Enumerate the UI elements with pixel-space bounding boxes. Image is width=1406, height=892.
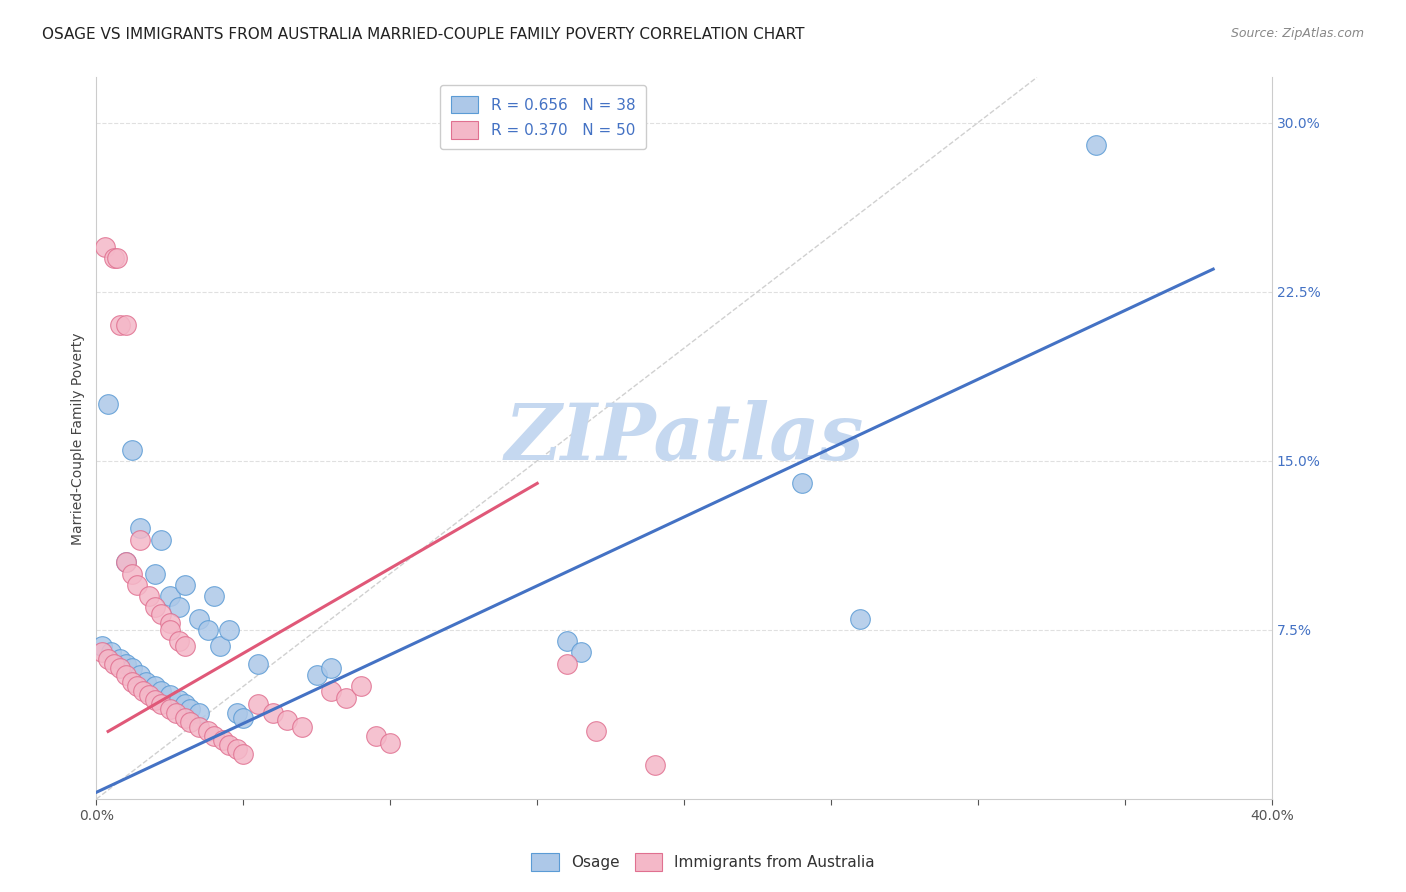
Point bbox=[179, 715, 201, 730]
Point bbox=[138, 589, 160, 603]
Point bbox=[380, 736, 402, 750]
Point bbox=[321, 661, 343, 675]
Point bbox=[364, 729, 387, 743]
Point bbox=[108, 661, 131, 675]
Point bbox=[121, 661, 143, 675]
Point bbox=[291, 720, 314, 734]
Point bbox=[321, 683, 343, 698]
Point bbox=[218, 623, 240, 637]
Point bbox=[91, 639, 114, 653]
Point bbox=[114, 555, 136, 569]
Point bbox=[1084, 138, 1107, 153]
Point bbox=[114, 668, 136, 682]
Point bbox=[121, 442, 143, 457]
Point bbox=[188, 612, 211, 626]
Point bbox=[167, 600, 190, 615]
Point bbox=[143, 600, 166, 615]
Point bbox=[167, 693, 190, 707]
Point bbox=[202, 729, 225, 743]
Point bbox=[790, 476, 813, 491]
Point bbox=[132, 683, 155, 698]
Point bbox=[208, 639, 231, 653]
Point bbox=[173, 639, 195, 653]
Point bbox=[150, 683, 173, 698]
Point bbox=[114, 318, 136, 333]
Point bbox=[159, 623, 181, 637]
Point bbox=[121, 674, 143, 689]
Point bbox=[173, 711, 195, 725]
Point bbox=[211, 733, 233, 747]
Point bbox=[105, 251, 128, 265]
Point bbox=[127, 578, 149, 592]
Point bbox=[100, 645, 122, 659]
Point bbox=[197, 724, 219, 739]
Point bbox=[94, 239, 117, 253]
Point bbox=[108, 318, 131, 333]
Point bbox=[197, 623, 219, 637]
Point bbox=[246, 698, 269, 712]
Point bbox=[108, 652, 131, 666]
Y-axis label: Married-Couple Family Poverty: Married-Couple Family Poverty bbox=[72, 332, 86, 544]
Point bbox=[91, 645, 114, 659]
Point bbox=[644, 758, 666, 772]
Point bbox=[555, 657, 578, 671]
Point bbox=[159, 702, 181, 716]
Point bbox=[173, 698, 195, 712]
Point bbox=[173, 578, 195, 592]
Point bbox=[232, 747, 254, 761]
Point bbox=[232, 711, 254, 725]
Point bbox=[121, 566, 143, 581]
Legend: R = 0.656   N = 38, R = 0.370   N = 50: R = 0.656 N = 38, R = 0.370 N = 50 bbox=[440, 85, 645, 149]
Point bbox=[159, 689, 181, 703]
Point bbox=[138, 689, 160, 703]
Point bbox=[305, 668, 328, 682]
Point bbox=[150, 533, 173, 547]
Point bbox=[143, 679, 166, 693]
Point bbox=[226, 742, 249, 756]
Point bbox=[226, 706, 249, 721]
Point bbox=[262, 706, 284, 721]
Text: ZIPatlas: ZIPatlas bbox=[505, 400, 863, 476]
Point bbox=[129, 533, 152, 547]
Point bbox=[150, 607, 173, 622]
Point bbox=[143, 693, 166, 707]
Point bbox=[849, 612, 872, 626]
Point bbox=[276, 713, 298, 727]
Point bbox=[127, 679, 149, 693]
Point bbox=[97, 397, 120, 411]
Point bbox=[159, 616, 181, 631]
Point bbox=[114, 657, 136, 671]
Point bbox=[135, 674, 157, 689]
Point bbox=[129, 521, 152, 535]
Point bbox=[188, 720, 211, 734]
Point bbox=[218, 738, 240, 752]
Point bbox=[585, 724, 607, 739]
Point bbox=[569, 645, 592, 659]
Point bbox=[103, 251, 125, 265]
Point bbox=[103, 657, 125, 671]
Legend: Osage, Immigrants from Australia: Osage, Immigrants from Australia bbox=[522, 844, 884, 880]
Text: Source: ZipAtlas.com: Source: ZipAtlas.com bbox=[1230, 27, 1364, 40]
Point bbox=[335, 690, 357, 705]
Point bbox=[350, 679, 373, 693]
Point bbox=[179, 702, 201, 716]
Point bbox=[202, 589, 225, 603]
Point bbox=[97, 652, 120, 666]
Point bbox=[555, 634, 578, 648]
Point bbox=[167, 634, 190, 648]
Point bbox=[246, 657, 269, 671]
Point bbox=[159, 589, 181, 603]
Point bbox=[188, 706, 211, 721]
Point bbox=[143, 566, 166, 581]
Point bbox=[114, 555, 136, 569]
Point bbox=[165, 706, 187, 721]
Text: OSAGE VS IMMIGRANTS FROM AUSTRALIA MARRIED-COUPLE FAMILY POVERTY CORRELATION CHA: OSAGE VS IMMIGRANTS FROM AUSTRALIA MARRI… bbox=[42, 27, 804, 42]
Point bbox=[150, 698, 173, 712]
Point bbox=[129, 668, 152, 682]
